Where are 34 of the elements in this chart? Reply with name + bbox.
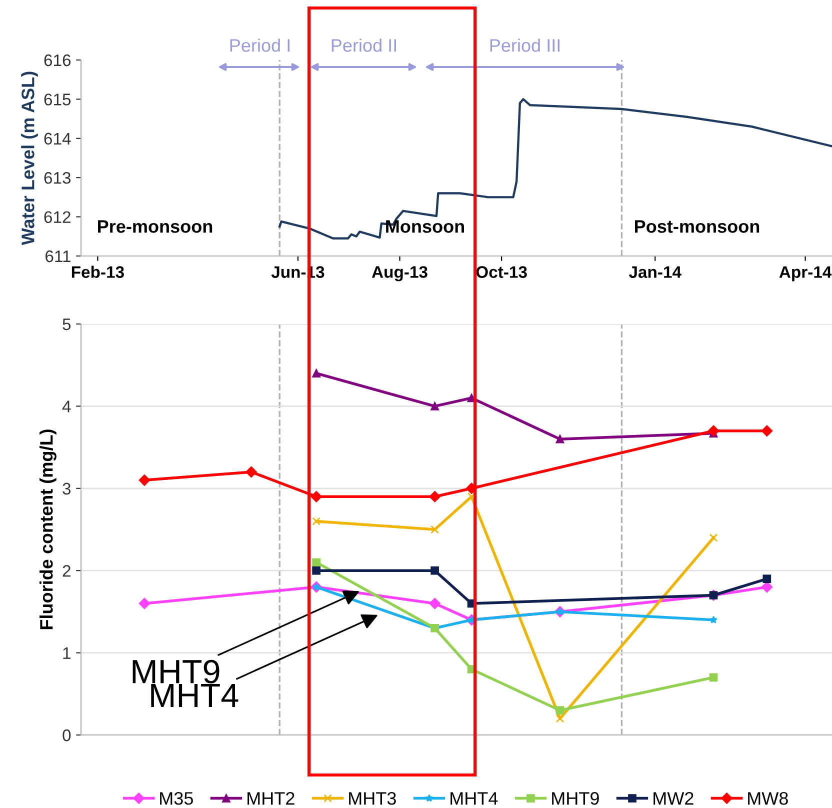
y-tick-label: 3 [62, 482, 71, 495]
y-tick-label: 2 [62, 565, 70, 577]
annotation: Pre-monsoon [98, 220, 212, 233]
y-tick-label: 1 [63, 647, 70, 659]
y-tick-label: 612 [44, 211, 70, 224]
x-tick-label: Feb-13 [72, 266, 124, 278]
annotation: Post-monsoon [635, 220, 760, 233]
y-tick-label: 614 [44, 132, 71, 145]
y-tick-label: 5 [62, 318, 71, 330]
x-tick-label: Jan-14 [628, 266, 682, 278]
text: Period III [490, 38, 560, 52]
y-tick-label: 613 [44, 172, 71, 184]
y-tick-label: 611 [46, 250, 70, 262]
y-tick-label: 616 [44, 54, 71, 66]
text: Period II [332, 38, 396, 52]
text: Period I [230, 38, 290, 52]
legend-label: MHT9 [552, 792, 599, 805]
y-tick-label: 0 [62, 729, 71, 742]
y-axis-title: Water Level (m ASL) [21, 72, 38, 246]
legend-label: MHT2 [248, 792, 294, 805]
annotation: Monsoon [386, 220, 464, 233]
legend-label: MW8 [748, 792, 788, 805]
x-tick-label: Oct-13 [476, 266, 527, 278]
legend-label: M35 [160, 792, 193, 805]
y-tick-label: 615 [44, 94, 71, 106]
y-tick-label: 4 [62, 400, 71, 412]
legend-label: MW2 [654, 792, 694, 805]
x-tick-label: Apr-14 [779, 266, 832, 282]
y-axis-title: Fluoride content (mg/L) [40, 430, 56, 630]
x-tick-label: Aug-13 [372, 266, 428, 282]
annotation: MHT9 [132, 660, 220, 684]
legend-label: MHT3 [349, 792, 396, 805]
annotation: MHT4 [151, 684, 238, 707]
legend-label: MHT4 [450, 792, 498, 805]
